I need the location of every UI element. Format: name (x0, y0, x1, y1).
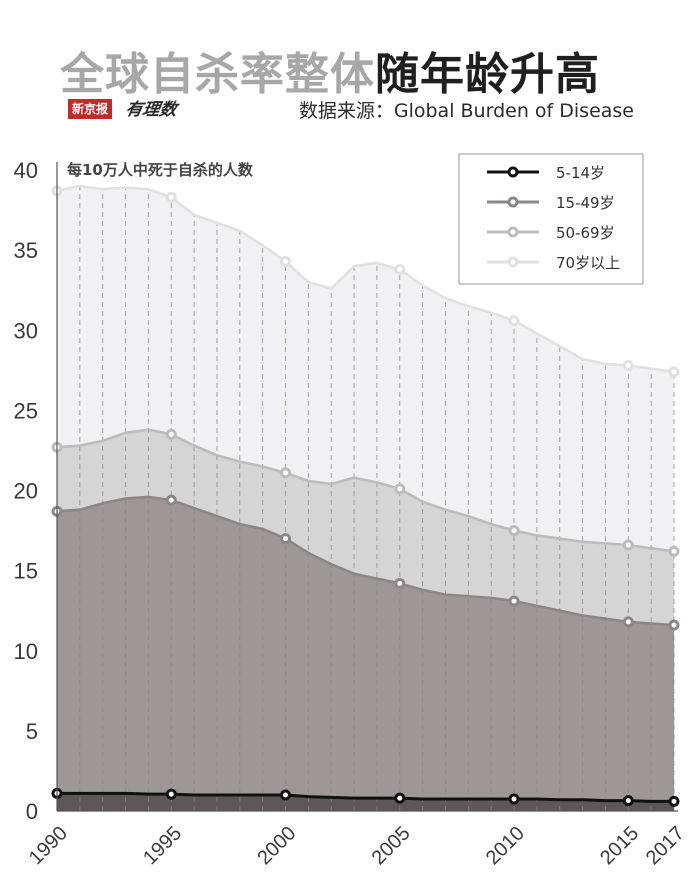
x-tick-label-1990: 1990 (25, 822, 72, 869)
marker-center-70岁以上-2017 (671, 369, 677, 375)
x-tick-label-2010: 2010 (482, 822, 529, 869)
legend-label-70岁以上: 70岁以上 (556, 254, 620, 272)
legend-marker-center-70岁以上 (510, 259, 516, 265)
title-part-dark: 随年龄升高 (375, 49, 600, 100)
x-tick-label-2015: 2015 (596, 822, 643, 869)
chart-title: 全球自杀率整体随年龄升高 (60, 38, 680, 102)
x-tick-label-1995: 1995 (139, 822, 186, 869)
data-source: 数据来源：Global Burden of Disease (298, 100, 634, 122)
y-tick-label-35: 35 (14, 238, 38, 263)
y-axis-label: 每10万人中死于自杀的人数 (67, 161, 254, 179)
marker-center-70岁以上-1995 (168, 194, 174, 200)
marker-center-15-49岁-2000 (283, 536, 289, 542)
marker-center-50-69岁-2005 (397, 486, 403, 492)
legend-marker-center-50-69岁 (510, 229, 516, 235)
marker-center-50-69岁-2015 (625, 542, 631, 548)
series-lines (56, 184, 675, 803)
legend-label-50-69岁: 50-69岁 (556, 224, 615, 242)
title-part-light: 全球自杀率整体 (60, 49, 375, 100)
marker-center-50-69岁-2017 (671, 548, 677, 554)
legend-label-5-14岁: 5-14岁 (556, 164, 605, 182)
marker-center-50-69岁-1995 (168, 431, 174, 437)
line-15-49岁 (56, 495, 675, 627)
y-tick-label-5: 5 (26, 719, 38, 744)
marker-center-5-14岁-2015 (625, 798, 631, 804)
line-70岁以上 (56, 184, 675, 374)
marker-center-5-14岁-2000 (283, 792, 289, 798)
marker-center-70岁以上-2005 (397, 266, 403, 272)
marker-center-70岁以上-2000 (283, 258, 289, 264)
y-tick-label-0: 0 (26, 799, 38, 824)
x-tick-label-2000: 2000 (253, 822, 300, 869)
y-tick-label-15: 15 (14, 559, 38, 584)
line-50-69岁 (56, 428, 675, 553)
x-tick-label-2017: 2017 (642, 822, 689, 869)
marker-center-70岁以上-2015 (625, 363, 631, 369)
legend-marker-center-5-14岁 (510, 169, 516, 175)
marker-center-15-49岁-2005 (397, 580, 403, 586)
area-fill-5-14岁 (57, 793, 674, 811)
y-tick-label-30: 30 (14, 318, 38, 343)
marker-center-5-14岁-2005 (397, 795, 403, 801)
y-tick-label-25: 25 (14, 398, 38, 423)
marker-center-70岁以上-2010 (511, 318, 517, 324)
marker-center-50-69岁-2010 (511, 528, 517, 534)
marker-center-15-49岁-2017 (671, 622, 677, 628)
area-fills (57, 186, 674, 811)
marker-center-50-69岁-2000 (283, 470, 289, 476)
marker-center-5-14岁-2010 (511, 796, 517, 802)
line-5-14岁 (57, 791, 674, 803)
y-tick-label-10: 10 (14, 639, 38, 664)
marker-center-15-49岁-2010 (511, 598, 517, 604)
marker-center-5-14岁-1995 (168, 791, 174, 797)
y-tick-label-40: 40 (14, 158, 38, 183)
brand-name: 新京报 (68, 99, 113, 119)
y-tick-label-20: 20 (14, 479, 38, 504)
legend-marker-center-15-49岁 (510, 199, 516, 205)
legend: 5-14岁 15-49岁 50-69岁 70岁以上 (458, 153, 644, 285)
marker-center-15-49岁-2015 (625, 619, 631, 625)
marker-center-5-14岁-2017 (671, 798, 677, 804)
legend-label-15-49岁: 15-49岁 (556, 194, 615, 212)
marker-center-15-49岁-1995 (168, 497, 174, 503)
x-tick-label-2005: 2005 (368, 822, 415, 869)
area-fill-15-49岁 (57, 496, 674, 811)
